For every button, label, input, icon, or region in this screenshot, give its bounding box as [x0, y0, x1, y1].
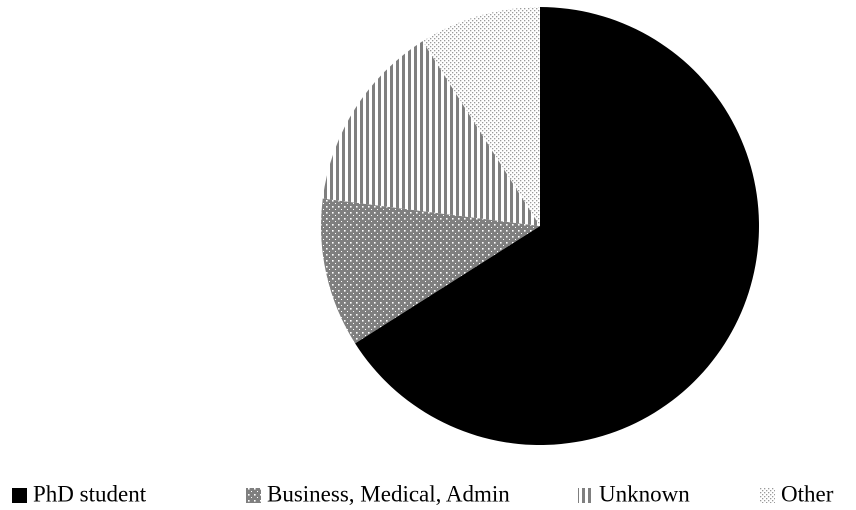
legend-swatch [12, 488, 27, 503]
legend-label: Unknown [599, 481, 690, 506]
pie-slice [322, 41, 540, 226]
pie-slice [321, 198, 540, 344]
legend-label: PhD student [33, 481, 147, 506]
legend-swatch [246, 488, 261, 503]
pie-slice [355, 7, 760, 446]
legend-label: Other [781, 481, 834, 506]
pie-slice [422, 7, 540, 226]
legend-swatch [578, 488, 593, 503]
legend-label: Business, Medical, Admin [267, 481, 510, 506]
legend-swatch [760, 488, 775, 503]
